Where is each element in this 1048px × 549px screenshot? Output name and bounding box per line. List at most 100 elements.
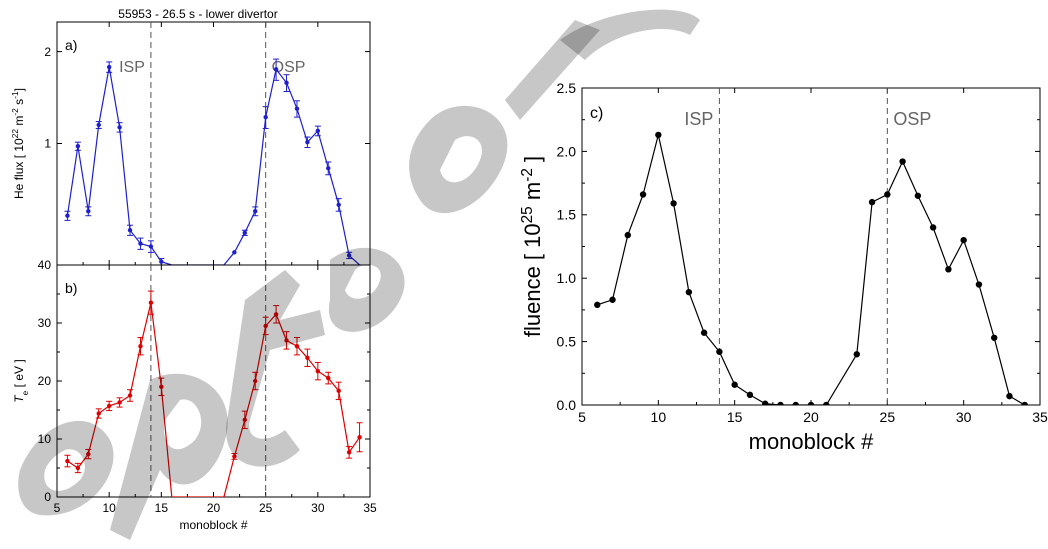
plot-frame-c <box>581 87 1041 406</box>
data-point-c <box>762 400 769 405</box>
data-point-c <box>975 281 983 288</box>
xtick-label-c: 25 <box>880 409 896 425</box>
data-point-b <box>253 378 258 384</box>
panel-label-c: c) <box>590 105 603 122</box>
data-point-c <box>807 401 815 405</box>
data-point-c <box>746 391 754 399</box>
panel-b-electron-temperature: 0 10 20 30 40 5 10 15 20 25 30 35 b) Te [ eV ] monoblo… <box>12 258 377 532</box>
data-point-a <box>253 209 258 214</box>
ylabel-part: 25 <box>519 206 536 223</box>
data-point-a <box>242 230 247 235</box>
data-point-c <box>609 296 616 303</box>
data-point-a <box>75 143 81 149</box>
data-point-c <box>670 200 677 207</box>
ytick-label-c: 2.5 <box>557 80 577 96</box>
data-point-c <box>731 381 738 388</box>
ylabel-part: -1 <box>10 91 20 99</box>
data-point-a <box>232 250 237 255</box>
xtick-label-c: 35 <box>1032 409 1048 425</box>
data-point-c <box>716 348 723 355</box>
data-point-b <box>117 400 122 405</box>
xlabel-c: monoblock # <box>749 429 875 454</box>
data-point-c <box>960 236 967 244</box>
ytick-label-b: 20 <box>38 374 52 388</box>
ytick-label-a: 2 <box>44 45 51 59</box>
ylabel-part: e <box>20 390 30 395</box>
panel-a-he-flux: 1 2 ISP OSP a) He flux [ 1022 m-2 s-1] <box>10 21 371 266</box>
ytick-label-c: 2.0 <box>557 143 577 159</box>
data-point-b <box>305 355 310 360</box>
data-point-b <box>75 465 81 471</box>
xtick-label-b: 10 <box>102 501 116 515</box>
data-point-b <box>346 450 352 455</box>
ylabel-part: T <box>12 394 26 403</box>
data-point-a <box>117 125 122 130</box>
ylabel-part: m <box>12 116 26 129</box>
ytick-label-b: 0 <box>44 490 51 504</box>
data-point-a <box>315 128 321 134</box>
series-b <box>64 290 363 497</box>
data-point-a <box>138 241 143 246</box>
data-point-b <box>294 344 300 349</box>
data-point-a <box>284 80 289 86</box>
data-point-c <box>685 288 693 296</box>
data-point-b <box>65 458 70 464</box>
data-point-a <box>273 67 279 72</box>
data-point-c <box>1006 392 1013 400</box>
ylabel-part: 22 <box>10 129 20 139</box>
data-point-b <box>96 411 101 416</box>
ylabel-part: He flux [ 10 <box>12 138 26 199</box>
ytick-label-c: 1.5 <box>557 207 577 223</box>
data-point-c <box>792 401 799 405</box>
data-point-b <box>273 312 279 317</box>
ref-label-isp: ISP <box>684 109 713 129</box>
data-point-b <box>127 393 133 398</box>
data-point-b <box>232 454 237 459</box>
data-point-a <box>86 209 91 214</box>
xtick-label-b: 20 <box>207 501 221 515</box>
xtick-label-c: 20 <box>803 409 819 425</box>
ytick-label-b: 30 <box>38 316 52 330</box>
data-point-a <box>159 259 164 264</box>
data-point-b <box>326 375 331 381</box>
ylabel-part: -2 <box>519 168 536 182</box>
data-point-a <box>305 139 310 145</box>
ytick-label-c: 0.5 <box>557 334 577 350</box>
data-point-a <box>346 253 352 258</box>
ytick-label-b: 10 <box>38 432 52 446</box>
data-point-a <box>96 122 101 128</box>
data-point-c <box>1021 401 1028 405</box>
data-point-a <box>106 64 112 70</box>
data-point-b <box>242 417 247 423</box>
ref-label-osp: OSP <box>272 59 306 76</box>
data-point-c <box>884 191 891 198</box>
series-a <box>64 58 361 265</box>
data-point-c <box>868 198 876 206</box>
xlabel-b: monoblock # <box>179 518 247 532</box>
ylabel-part: [ eV ] <box>12 359 26 390</box>
data-point-c <box>639 191 647 198</box>
data-point-c <box>594 301 601 309</box>
ref-label-osp: OSP <box>893 109 931 129</box>
series-line-b <box>67 302 361 497</box>
data-point-c <box>899 158 906 165</box>
ytick-label-c: 0.0 <box>557 397 577 413</box>
data-point-c <box>929 224 937 231</box>
data-point-a <box>263 114 268 120</box>
series-line-a <box>66 66 361 265</box>
data-point-c <box>624 231 631 239</box>
xtick-label-c: 15 <box>727 409 743 425</box>
ytick-label-b: 40 <box>38 258 52 272</box>
series-line-c <box>597 134 1026 405</box>
ylabel-part: s <box>12 99 26 108</box>
ylabel-part: ] <box>520 156 545 168</box>
panel-c-fluence: 0.0 0.5 1.0 1.5 2.0 2.5 5 10 15 20 25 30 35 ISP OSP c) f… <box>519 80 1048 454</box>
panel-label-a: a) <box>65 37 77 53</box>
plot-frame-b <box>56 264 371 498</box>
data-point-c <box>700 329 708 336</box>
ylabel-a: He flux [ 1022 m-2 s-1] <box>10 88 26 199</box>
data-point-a <box>148 244 154 249</box>
xtick-label-b: 30 <box>311 501 325 515</box>
xtick-label-c: 10 <box>651 409 667 425</box>
ylabel-part: -2 <box>10 108 20 116</box>
